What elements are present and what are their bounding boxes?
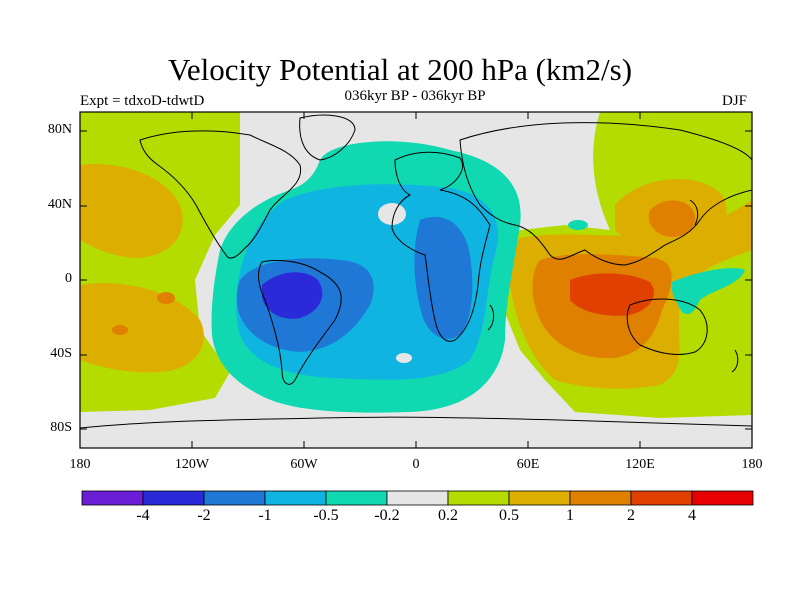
coastline-north-america — [139, 130, 302, 259]
coastline-japan — [689, 199, 699, 226]
colorbar-label: 0.5 — [499, 507, 519, 524]
coastline-layer — [80, 114, 752, 429]
colorbar-label: 2 — [627, 507, 635, 524]
coastline-greenland — [299, 114, 356, 161]
contour-region-dark-orange-spot-2 — [112, 325, 128, 335]
colorbar-swatch — [203, 490, 266, 506]
x-tick-label: 180 — [741, 457, 763, 472]
coastline-antarctica — [80, 416, 752, 429]
contour-fill-layer — [80, 112, 752, 448]
contour-region-dark-orange-spot-1 — [157, 292, 175, 304]
colorbar-label: -4 — [136, 507, 150, 524]
colorbar-label: -1 — [258, 507, 272, 524]
colorbar-label: -2 — [197, 507, 211, 524]
contour-region-white-spot-atlantic — [378, 203, 406, 225]
coastline-australia — [626, 298, 708, 355]
colorbar-swatch — [569, 490, 632, 506]
contour-region-dark-orange-japan — [648, 200, 696, 238]
colorbar-label: -0.2 — [374, 507, 400, 524]
coastline-new-zealand — [731, 349, 739, 373]
x-tick-label: 60E — [516, 457, 540, 472]
y-tick-label: 40N — [47, 197, 72, 212]
coastline-asia — [459, 122, 752, 266]
x-tick-label: 120E — [625, 457, 655, 472]
x-tick-label: 0 — [412, 457, 420, 472]
colorbar-swatch — [386, 490, 449, 506]
contour-region-red-orange-core — [570, 273, 654, 316]
contour-region-cyan-south-pacific — [671, 268, 745, 315]
colorbar-swatch — [447, 490, 510, 506]
colorbar-swatch — [691, 490, 754, 506]
contour-region-orange-north-pacific — [80, 164, 183, 258]
colorbar-swatch — [264, 490, 327, 506]
colorbar-swatch — [508, 490, 571, 506]
season-label: DJF — [722, 93, 748, 109]
x-tick-label: 60W — [290, 457, 318, 472]
x-tick-label: 120W — [174, 457, 210, 472]
map-title: Velocity Potential at 200 hPa (km2/s) — [167, 52, 633, 87]
experiment-label: Expt = tdxoD-tdwtD — [80, 93, 205, 109]
x-tick-label: 180 — [69, 457, 91, 472]
coastline-europe-africa — [391, 151, 491, 342]
colorbar-swatch — [142, 490, 205, 506]
y-tick-label: 80S — [50, 420, 72, 435]
contour-region-cyan-spot — [568, 220, 588, 230]
coastline-madagascar — [487, 304, 495, 331]
colorbar-label: 1 — [566, 507, 574, 524]
contour-region-blue-africa — [414, 216, 473, 339]
colorbar-label: 0.2 — [438, 507, 458, 524]
contour-region-white-spot-south-atlantic — [396, 353, 412, 363]
colorbar-swatch — [630, 490, 693, 506]
colorbar-label: -0.5 — [313, 507, 339, 524]
colorbar-swatch — [81, 490, 144, 506]
y-tick-label: 0 — [65, 271, 72, 286]
colorbar-swatch — [325, 490, 388, 506]
axis-ticks — [79, 112, 753, 448]
coastline-south-america — [257, 259, 342, 385]
y-tick-label: 40S — [50, 346, 72, 361]
colorbar — [81, 490, 754, 506]
contour-region-indigo-amazon — [262, 272, 323, 319]
contour-region-orange-south-pacific — [80, 283, 204, 373]
y-tick-label: 80N — [47, 122, 72, 137]
map-subtitle: 036kyr BP - 036kyr BP — [344, 88, 486, 104]
colorbar-label: 4 — [688, 507, 696, 524]
